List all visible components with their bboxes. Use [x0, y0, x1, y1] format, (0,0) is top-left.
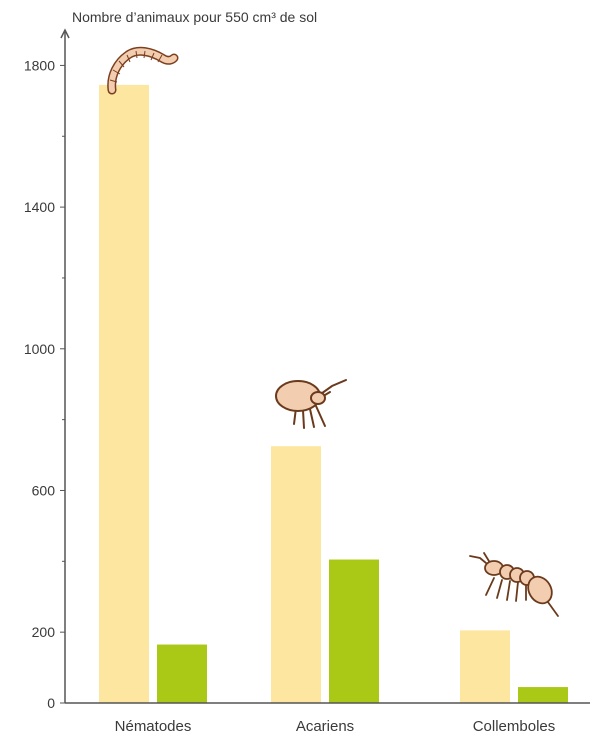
y-axis-title: Nombre d’animaux pour 550 cm³ de sol: [72, 9, 317, 25]
bar-series-2-0: [157, 645, 207, 703]
x-category-label: Collemboles: [473, 718, 556, 735]
x-axis: Nématodes Acariens Collemboles: [65, 703, 590, 735]
y-tick-label: 1000: [24, 341, 55, 357]
bar-series-2-2: [518, 687, 568, 703]
x-category-label: Acariens: [296, 718, 354, 735]
bar-series-1-2: [460, 630, 510, 703]
bars-group: [99, 85, 568, 703]
animal-illustrations: [110, 51, 558, 616]
y-tick-label: 1400: [24, 199, 55, 215]
worm-icon: [110, 51, 174, 90]
mite-icon: [276, 380, 346, 428]
y-tick-label: 0: [47, 695, 55, 711]
springtail-icon: [470, 553, 558, 616]
bar-series-1-0: [99, 85, 149, 703]
bar-series-1-1: [271, 446, 321, 703]
y-tick-label: 200: [32, 624, 56, 640]
x-category-label: Nématodes: [115, 718, 192, 735]
y-tick-label: 1800: [24, 57, 55, 73]
y-tick-label: 600: [32, 482, 56, 498]
bar-series-2-1: [329, 560, 379, 703]
y-axis: 0 200 600 1000 1400 1800: [24, 30, 69, 711]
